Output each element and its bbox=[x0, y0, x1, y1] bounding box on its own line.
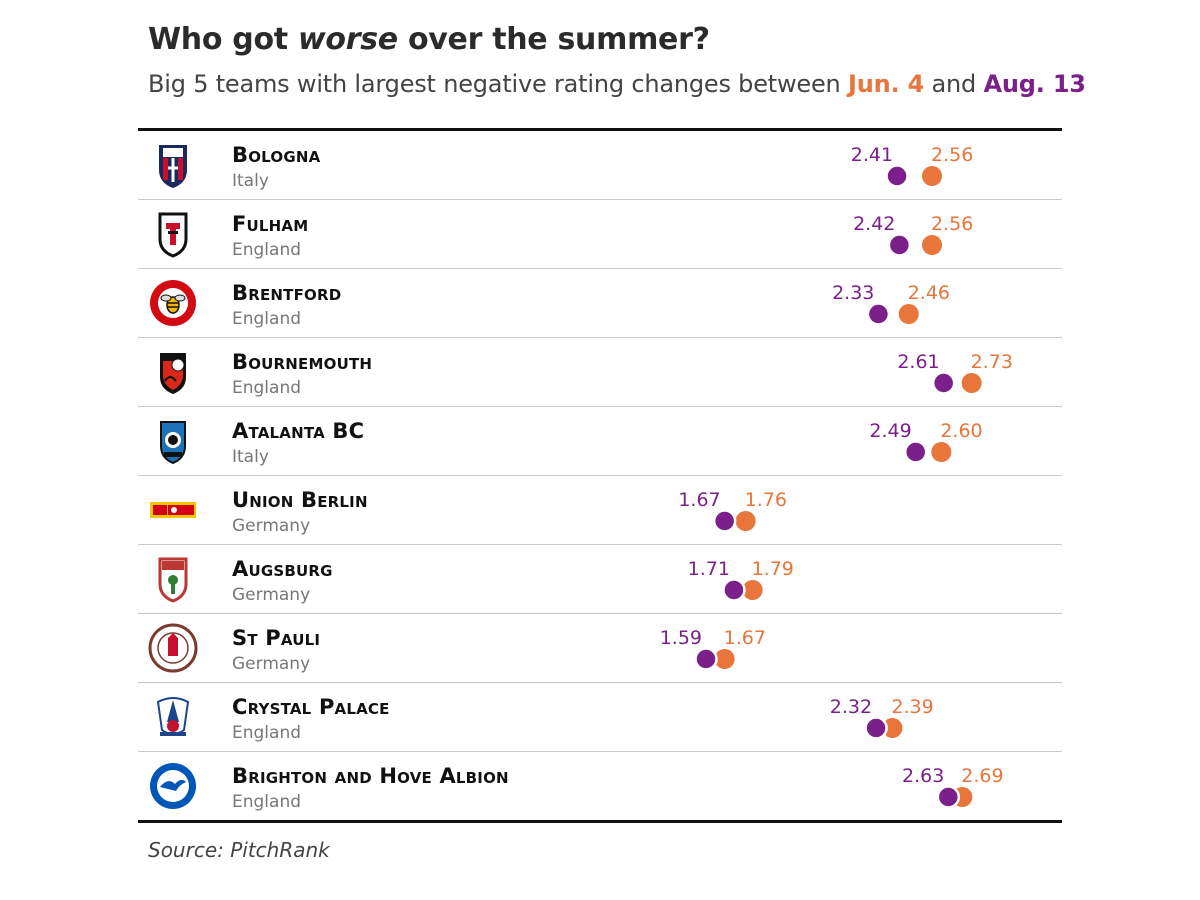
dot-aug bbox=[866, 302, 891, 326]
rating-plot: 2.42 2.56 bbox=[853, 213, 973, 257]
label-aug: 2.49 bbox=[869, 420, 911, 442]
label-jun: 1.67 bbox=[724, 627, 766, 649]
chart-title: Who got worse over the summer? bbox=[148, 22, 710, 57]
dot-aug bbox=[936, 785, 961, 809]
label-jun: 1.79 bbox=[752, 558, 794, 580]
team-name: Brighton and Hove Albion bbox=[232, 764, 509, 788]
team-name: St Pauli bbox=[232, 626, 321, 650]
label-aug: 2.63 bbox=[902, 765, 944, 787]
team-name: Crystal Palace bbox=[232, 695, 390, 719]
rating-plot: 2.33 2.46 bbox=[832, 282, 950, 326]
rating-plot: 2.32 2.39 bbox=[830, 696, 934, 740]
dot-aug bbox=[931, 371, 956, 395]
label-aug: 1.67 bbox=[678, 489, 720, 511]
rating-plot: 2.49 2.60 bbox=[869, 420, 983, 464]
table-row: St Pauli Germany 1.59 1.67 bbox=[138, 614, 1062, 683]
table-row: Crystal Palace England 2.32 2.39 bbox=[138, 683, 1062, 752]
label-aug: 2.42 bbox=[853, 213, 895, 235]
team-name: Union Berlin bbox=[232, 488, 368, 512]
table-row: Brentford England 2.33 2.46 bbox=[138, 269, 1062, 338]
dot-jun bbox=[714, 649, 735, 669]
dot-aug bbox=[722, 578, 746, 602]
label-aug: 2.41 bbox=[851, 144, 893, 166]
crystal-palace-crest-icon bbox=[156, 697, 190, 736]
label-aug: 2.33 bbox=[832, 282, 874, 304]
augsburg-crest-icon bbox=[158, 557, 188, 603]
table-row: Bournemouth England 2.61 2.73 bbox=[138, 338, 1062, 407]
dot-aug bbox=[887, 233, 912, 257]
label-aug: 2.61 bbox=[897, 351, 939, 373]
table-row: Brighton and Hove Albion England 2.63 2.69 bbox=[138, 752, 1062, 820]
table-row: Atalanta BC Italy 2.49 2.60 bbox=[138, 407, 1062, 476]
team-name: Atalanta BC bbox=[232, 419, 365, 443]
label-jun: 2.60 bbox=[940, 420, 982, 442]
team-country: England bbox=[232, 378, 302, 398]
atalanta-crest-icon bbox=[160, 421, 186, 465]
label-jun: 2.56 bbox=[931, 144, 973, 166]
label-jun: 2.73 bbox=[971, 351, 1013, 373]
label-jun: 2.46 bbox=[908, 282, 950, 304]
ratings-table: Bologna Italy 2.41 2.56 Fulham England 2.42 2.5… bbox=[138, 128, 1062, 823]
dot-jun bbox=[922, 235, 943, 255]
label-jun: 1.76 bbox=[745, 489, 787, 511]
table-row: Bologna Italy 2.41 2.56 bbox=[138, 131, 1062, 200]
rating-plot: 2.41 2.56 bbox=[851, 144, 973, 188]
dot-jun bbox=[931, 442, 952, 462]
team-country: England bbox=[232, 240, 302, 260]
team-country: Italy bbox=[232, 447, 269, 467]
label-jun: 2.39 bbox=[891, 696, 933, 718]
dot-aug bbox=[903, 440, 928, 464]
brighton-crest-icon bbox=[150, 763, 196, 809]
rating-plot: 2.63 2.69 bbox=[902, 765, 1004, 809]
st-pauli-crest-icon bbox=[148, 623, 198, 673]
union-berlin-crest-icon bbox=[150, 502, 196, 518]
dot-jun bbox=[742, 580, 763, 600]
dot-aug bbox=[864, 716, 888, 740]
brentford-crest-icon bbox=[150, 280, 196, 326]
team-country: Germany bbox=[232, 516, 311, 536]
rating-plot: 2.61 2.73 bbox=[897, 351, 1013, 395]
team-country: Germany bbox=[232, 654, 311, 674]
rating-plot: 1.71 1.79 bbox=[688, 558, 794, 602]
bournemouth-crest-icon bbox=[160, 353, 186, 394]
label-aug: 1.71 bbox=[688, 558, 730, 580]
chart-subtitle: Big 5 teams with largest negative rating… bbox=[148, 70, 1086, 98]
legend-aug: Aug. 13 bbox=[983, 70, 1087, 98]
table-row: Fulham England 2.42 2.56 bbox=[138, 200, 1062, 269]
dot-jun bbox=[961, 373, 982, 393]
team-country: England bbox=[232, 792, 302, 812]
dot-aug bbox=[885, 164, 909, 188]
dot-aug bbox=[694, 647, 718, 671]
team-country: Germany bbox=[232, 585, 311, 605]
source-note: Source: PitchRank bbox=[148, 838, 330, 862]
dot-jun bbox=[735, 511, 756, 531]
team-name: Augsburg bbox=[232, 557, 333, 581]
table-row: Union Berlin Germany 1.67 1.76 bbox=[138, 476, 1062, 545]
team-name: Brentford bbox=[232, 281, 342, 305]
team-country: Italy bbox=[232, 171, 269, 191]
label-aug: 1.59 bbox=[660, 627, 702, 649]
team-name: Bournemouth bbox=[232, 350, 373, 374]
team-country: England bbox=[232, 723, 302, 743]
bologna-crest-icon bbox=[159, 145, 187, 189]
label-jun: 2.56 bbox=[931, 213, 973, 235]
team-country: England bbox=[232, 309, 302, 329]
title-emphasis: worse bbox=[297, 22, 398, 57]
dot-jun bbox=[922, 166, 943, 186]
rating-plot: 1.59 1.67 bbox=[660, 627, 766, 671]
table-row: Augsburg Germany 1.71 1.79 bbox=[138, 545, 1062, 614]
team-name: Bologna bbox=[232, 143, 321, 167]
dot-jun bbox=[882, 718, 903, 738]
legend-jun: Jun. 4 bbox=[848, 70, 925, 98]
team-name: Fulham bbox=[232, 212, 309, 236]
label-jun: 2.69 bbox=[961, 765, 1003, 787]
label-aug: 2.32 bbox=[830, 696, 872, 718]
dot-jun bbox=[898, 304, 919, 324]
dot-aug bbox=[712, 509, 737, 533]
fulham-crest-icon bbox=[158, 212, 188, 258]
rating-plot: 1.67 1.76 bbox=[678, 489, 787, 533]
